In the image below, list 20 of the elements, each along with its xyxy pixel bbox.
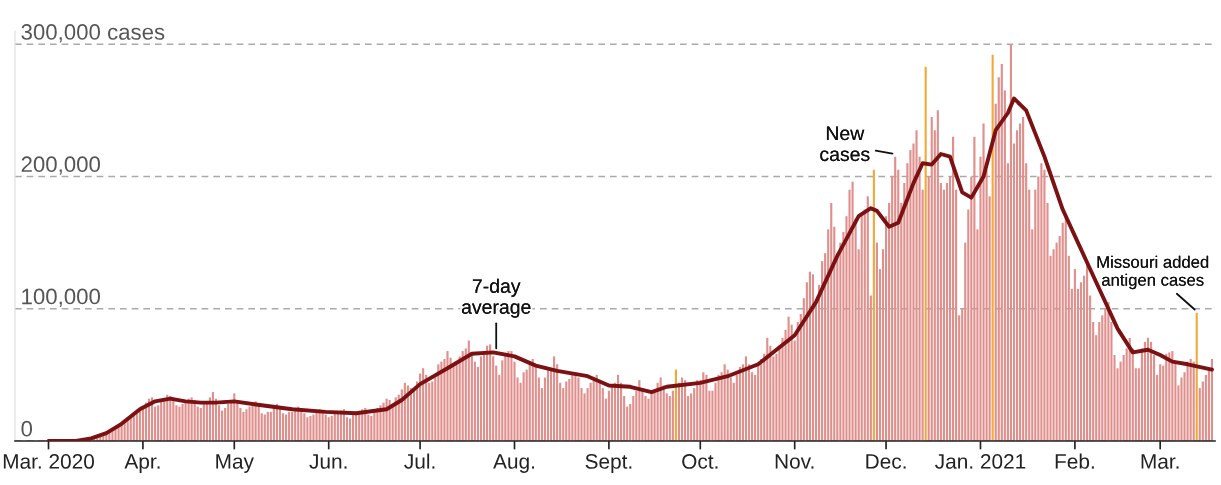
y-tick-label: 0 <box>21 420 33 437</box>
x-tick-label: Nov. <box>775 454 814 469</box>
x-tick-label: Apr. <box>124 454 160 473</box>
annotation: Missouri added antigen cases <box>1097 255 1209 290</box>
x-tick-label: Aug. <box>493 454 535 473</box>
y-tick-label: 300,000 cases <box>21 24 165 43</box>
y-tick-label: 200,000 <box>21 156 101 175</box>
x-tick-label: Sept. <box>585 454 632 473</box>
x-tick-label: Mar. <box>1141 454 1179 469</box>
x-tick-label: Jun. <box>309 454 347 469</box>
x-tick-label: Mar. 2020 <box>3 454 95 469</box>
x-tick-label: May <box>216 454 254 473</box>
x-tick-label: Dec. <box>866 454 906 469</box>
x-tick-label: Jan. 2021 <box>935 454 1026 469</box>
x-tick-label: Oct. <box>682 454 718 469</box>
x-tick-label: Feb. <box>1055 453 1094 469</box>
y-tick-label: 100,000 <box>22 288 101 307</box>
annotation: New cases <box>820 126 870 162</box>
annotation: 7-day average <box>461 278 531 318</box>
x-tick-label: Jul. <box>404 453 435 469</box>
